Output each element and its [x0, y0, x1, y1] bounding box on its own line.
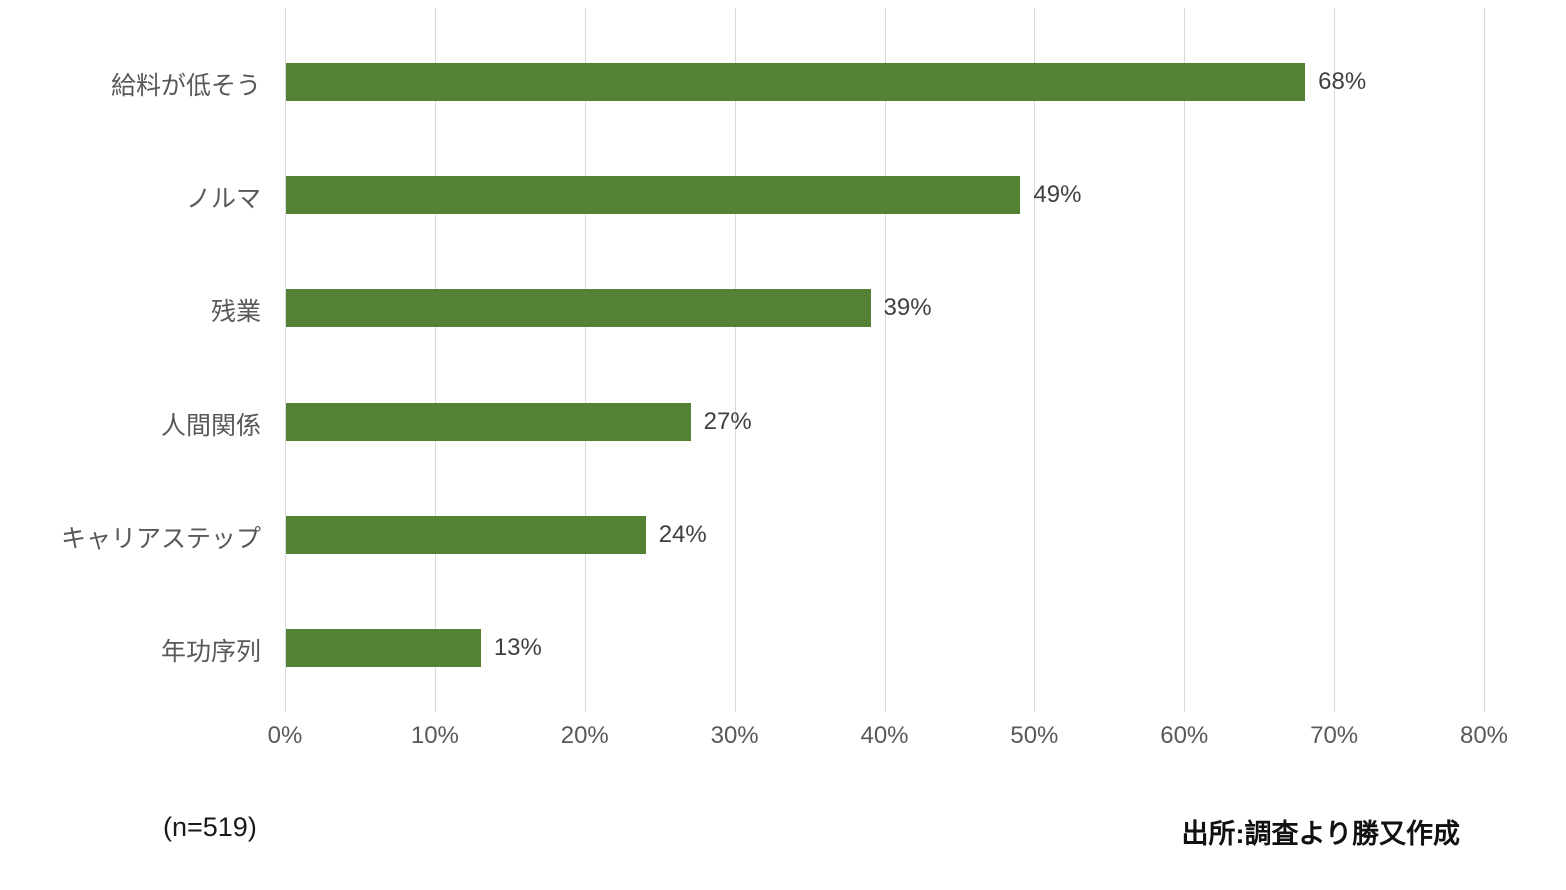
- value-label: 27%: [703, 407, 752, 435]
- category-label: ノルマ: [185, 185, 261, 214]
- category-label: 給料が低そう: [110, 72, 261, 100]
- gridline: [434, 8, 436, 712]
- bar: [286, 629, 481, 667]
- value-label: 39%: [883, 294, 932, 322]
- x-tick-label: 30%: [710, 722, 759, 749]
- category-label: キャリアステップ: [60, 524, 261, 553]
- gridline: [285, 8, 286, 712]
- x-tick-label: 20%: [560, 722, 609, 749]
- gridline: [1184, 8, 1186, 712]
- bar: [286, 63, 1306, 101]
- x-tick-label: 80%: [1459, 722, 1509, 749]
- bar: [286, 176, 1021, 215]
- value-label: 13%: [493, 634, 542, 661]
- gridline: [734, 8, 736, 712]
- bar: [286, 289, 871, 328]
- x-tick-label: 50%: [1010, 722, 1059, 749]
- bar: [286, 402, 691, 441]
- sample-size-note: (n=519): [163, 812, 257, 842]
- category-label: 残業: [210, 298, 261, 327]
- x-tick-label: 40%: [860, 722, 909, 749]
- x-tick-label: 70%: [1310, 722, 1359, 749]
- category-label: 年功序列: [160, 638, 261, 666]
- x-tick-label: 60%: [1160, 722, 1209, 749]
- gridline: [1484, 8, 1485, 712]
- source-note: 出所:調査より勝又作成: [1181, 819, 1460, 849]
- bar: [286, 515, 646, 554]
- category-label: 人間関係: [160, 411, 261, 440]
- gridline: [1334, 8, 1336, 712]
- x-tick-label: 0%: [267, 722, 303, 749]
- value-label: 24%: [658, 520, 707, 548]
- gridline: [584, 8, 586, 712]
- value-label: 49%: [1033, 181, 1082, 209]
- gridline: [884, 8, 886, 712]
- x-tick-label: 10%: [410, 722, 459, 749]
- value-label: 68%: [1318, 68, 1367, 95]
- gridline: [1034, 8, 1036, 712]
